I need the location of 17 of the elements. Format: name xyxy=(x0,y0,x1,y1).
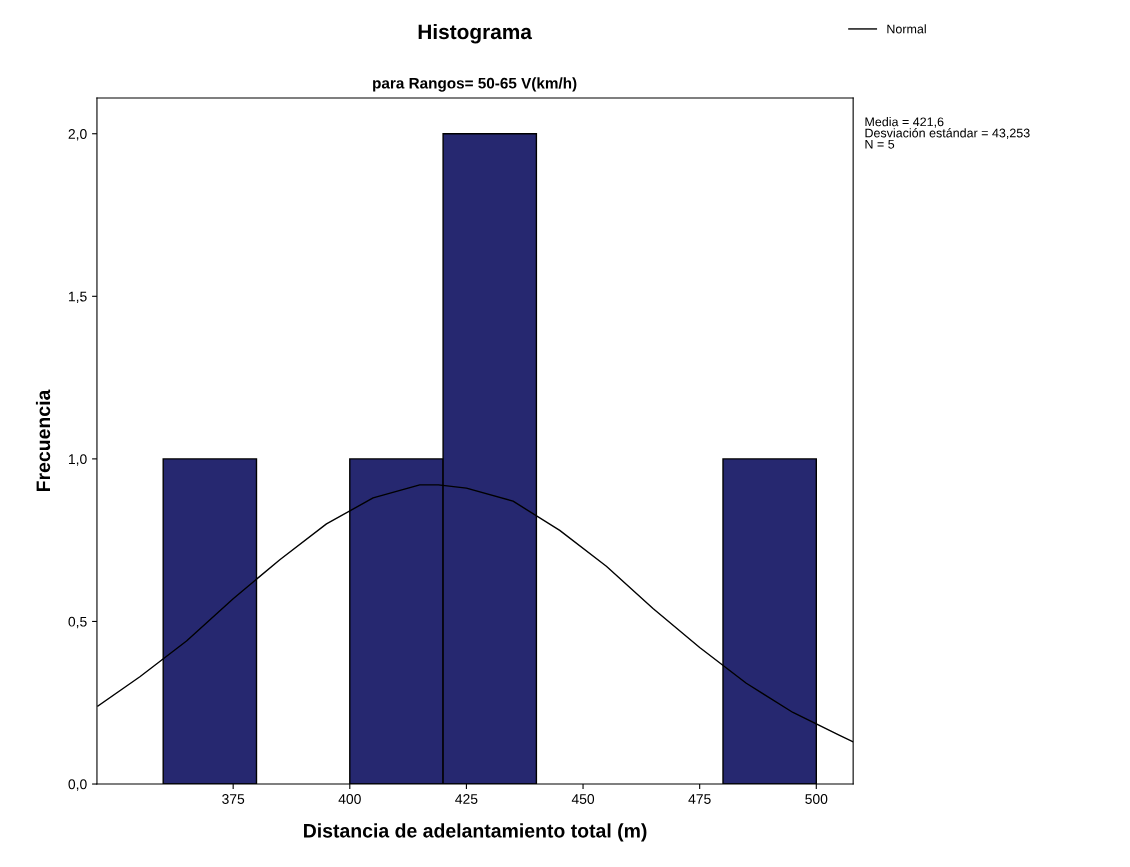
text: Media = 421,6 Desviación estándar = 43,253 N = 5 xyxy=(865,117,1030,149)
x-tick-label: 400 xyxy=(338,794,361,804)
chart-title: Histograma xyxy=(418,23,533,44)
legend-label: Normal xyxy=(887,24,926,34)
x-axis-title: Distancia de adelantamiento total (m) xyxy=(304,823,647,842)
x-tick-label: 500 xyxy=(805,794,828,804)
y-tick-label: 2,0 xyxy=(68,129,87,141)
x-tick-label: 375 xyxy=(222,794,245,804)
y-tick-label: 0,0 xyxy=(68,779,87,791)
x-tick-label: 450 xyxy=(571,794,595,804)
y-tick-label: 1,0 xyxy=(68,454,87,466)
y-tick-label: 1,5 xyxy=(68,291,87,304)
x-tick-label: 425 xyxy=(455,794,478,804)
y-axis-title: Frecuencia xyxy=(35,389,51,492)
chart-subtitle: para Rangos= 50-65 V(km/h) xyxy=(373,77,577,92)
y-tick-label: 0,5 xyxy=(68,616,87,629)
x-tick-label: 475 xyxy=(688,794,711,804)
